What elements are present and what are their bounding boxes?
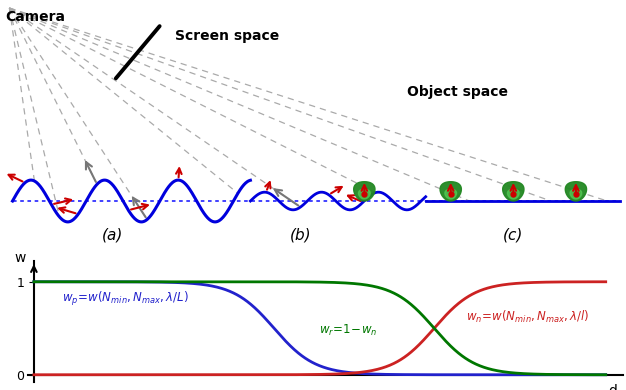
Text: (c): (c) bbox=[503, 227, 523, 242]
Text: Object space: Object space bbox=[407, 85, 508, 99]
Text: $w_r\!=\!1\!-\!w_n$: $w_r\!=\!1\!-\!w_n$ bbox=[319, 323, 377, 338]
Polygon shape bbox=[503, 182, 524, 201]
Text: w: w bbox=[14, 251, 25, 265]
Polygon shape bbox=[570, 189, 582, 199]
Text: Camera: Camera bbox=[5, 10, 65, 24]
Text: Screen space: Screen space bbox=[175, 29, 280, 43]
Text: $w_n\!=\!w(N_{min},N_{max},\lambda/l)$: $w_n\!=\!w(N_{min},N_{max},\lambda/l)$ bbox=[466, 309, 589, 325]
Polygon shape bbox=[359, 189, 370, 199]
Polygon shape bbox=[565, 182, 587, 201]
Polygon shape bbox=[508, 189, 519, 199]
Text: d: d bbox=[608, 384, 617, 390]
Text: (a): (a) bbox=[102, 227, 123, 242]
Polygon shape bbox=[354, 182, 375, 201]
Polygon shape bbox=[440, 182, 461, 201]
Text: (b): (b) bbox=[290, 227, 311, 242]
Text: $w_p\!=\!w(N_{min},N_{max},\lambda/L)$: $w_p\!=\!w(N_{min},N_{max},\lambda/L)$ bbox=[63, 289, 189, 307]
Polygon shape bbox=[445, 189, 456, 199]
